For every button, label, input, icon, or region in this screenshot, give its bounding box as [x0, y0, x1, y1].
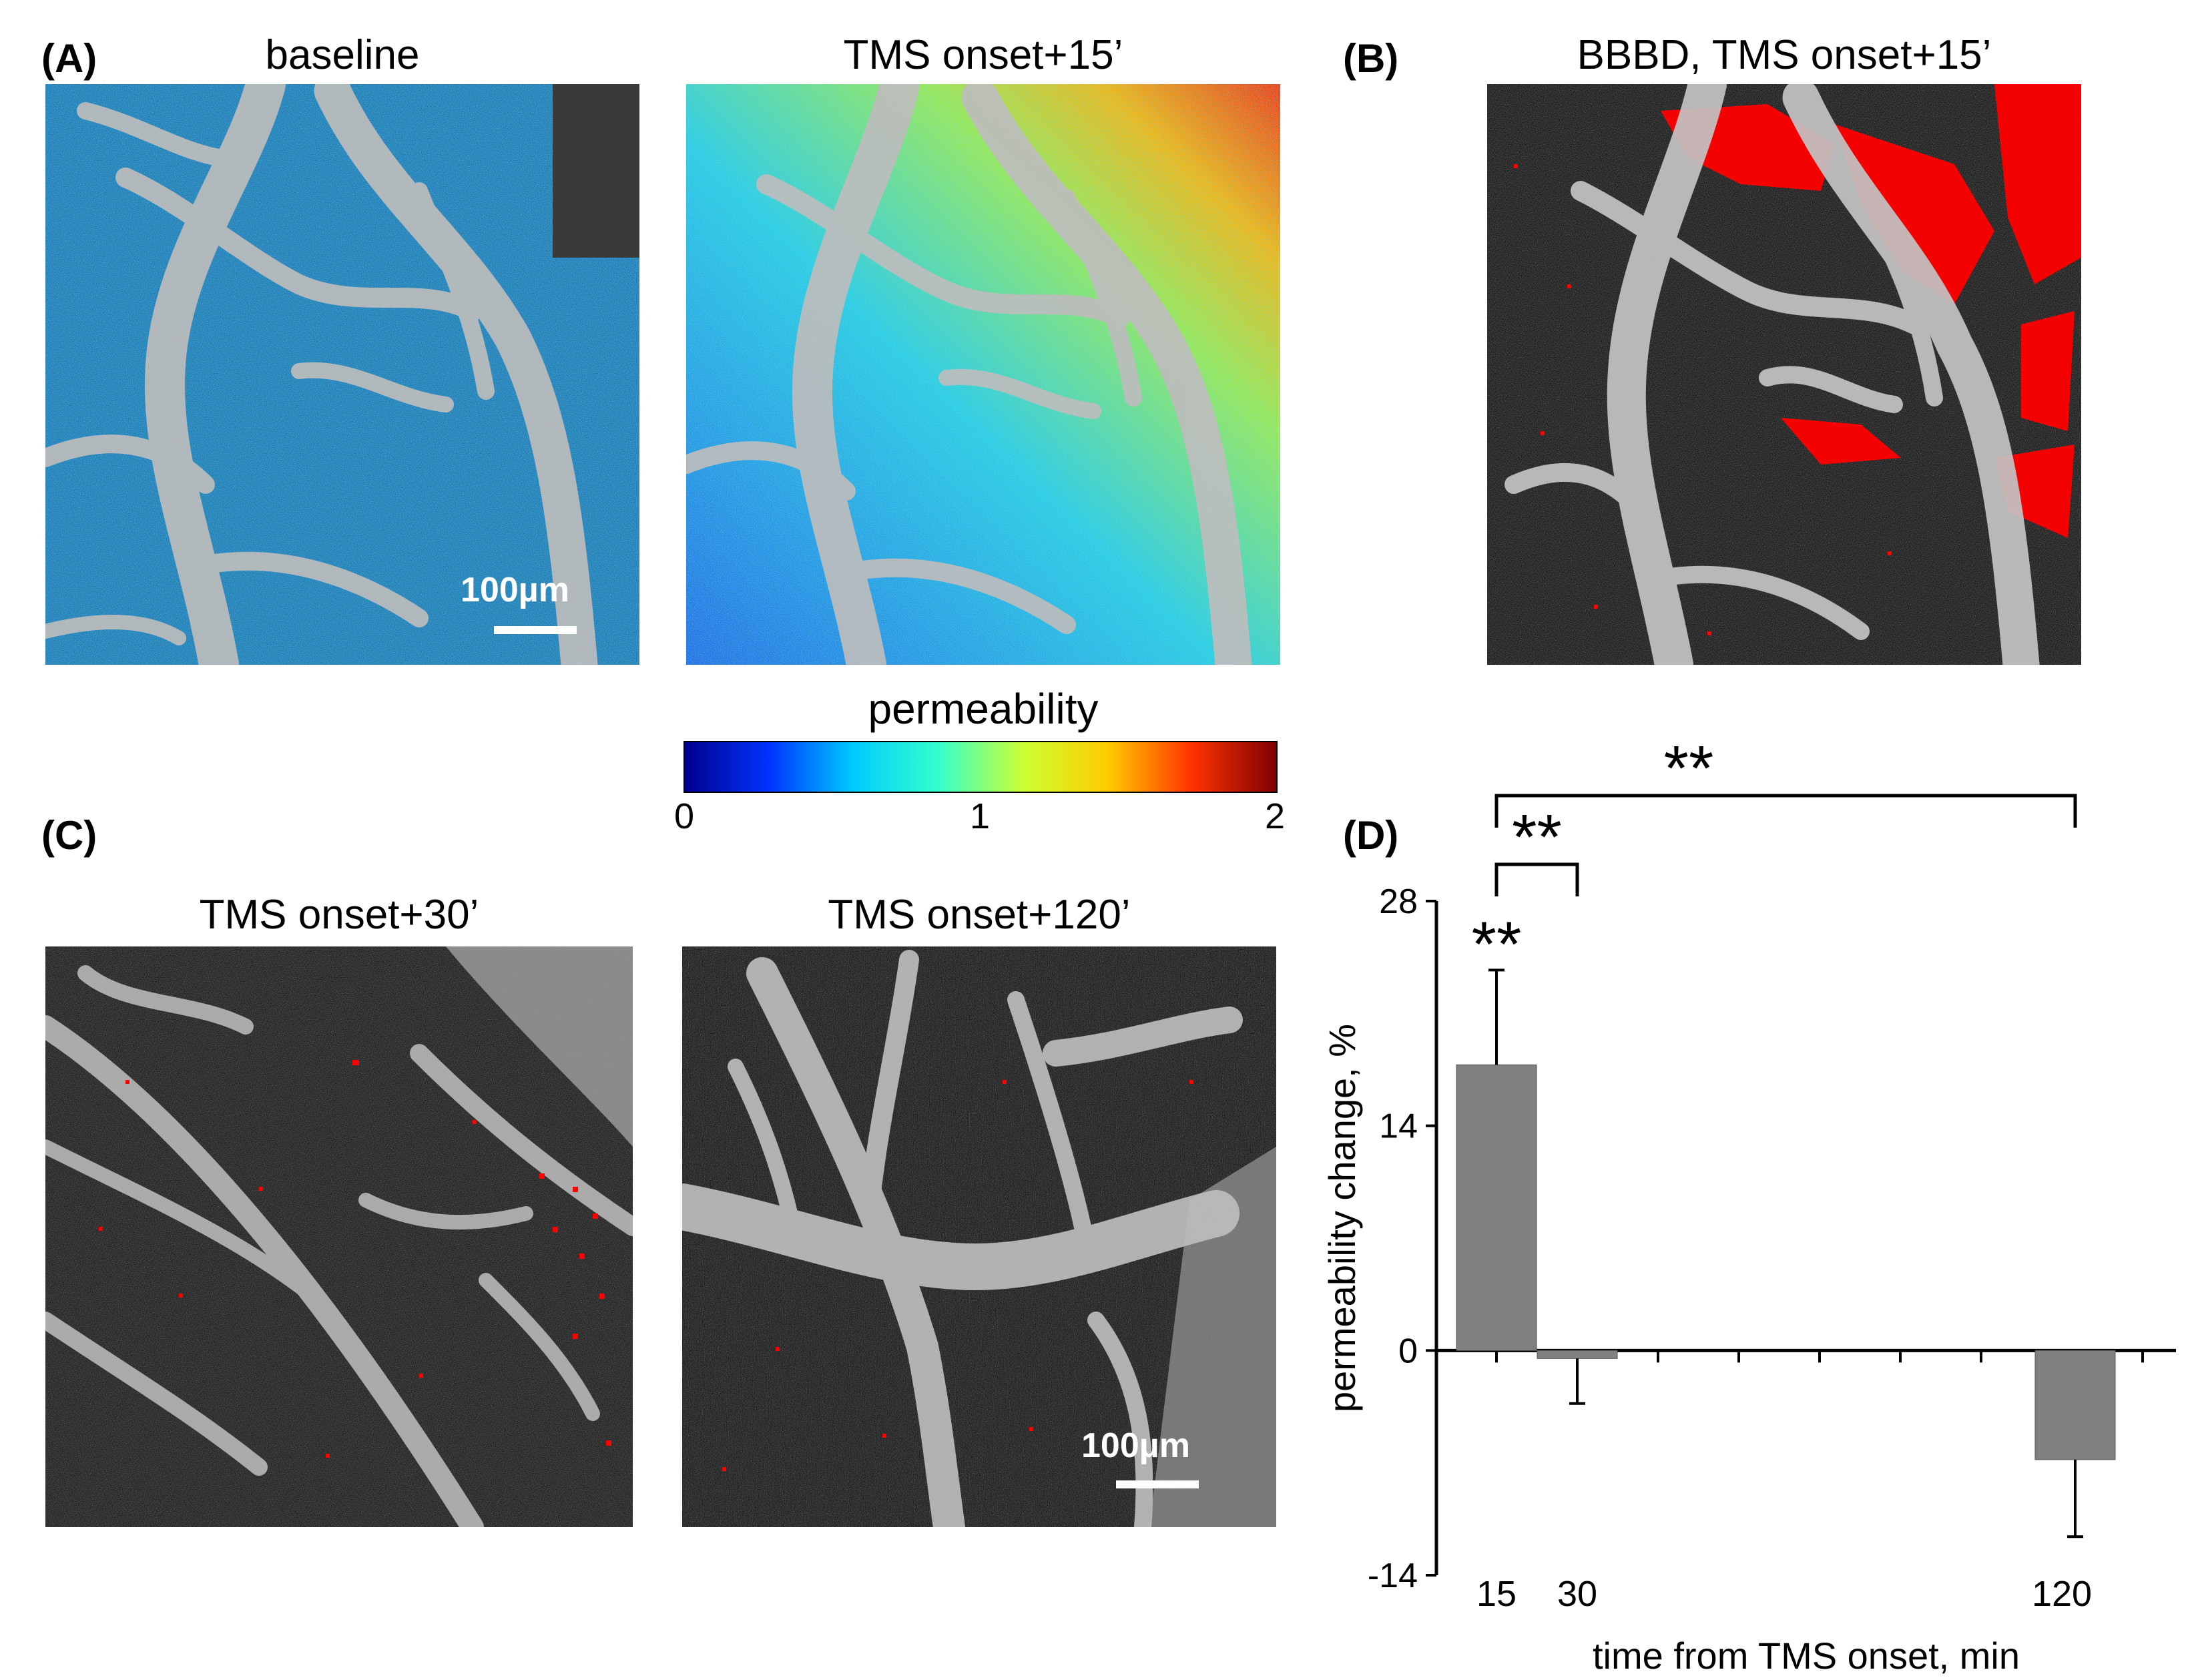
scalebar-c — [1116, 1480, 1199, 1488]
significance-label: ** — [1664, 734, 1714, 804]
image-title-bbbd: BBBD, TMS onset+15’ — [1577, 32, 1992, 78]
scalebar-a — [494, 626, 577, 634]
significance-bracket — [1494, 794, 2077, 828]
bar — [2034, 1350, 2116, 1460]
significance-bracket — [1494, 862, 1579, 896]
y-tick-label: 28 — [1379, 882, 1418, 921]
panel-label-c: (C) — [41, 813, 97, 858]
significance-label: ** — [1512, 802, 1562, 873]
x-tick-label: 30 — [1557, 1574, 1597, 1614]
colorbar-tick-1: 1 — [969, 796, 991, 836]
microscopy-image-tms-15 — [686, 84, 1280, 665]
y-tick-label: 14 — [1379, 1107, 1418, 1146]
y-tick-label: -14 — [1368, 1557, 1418, 1595]
x-tick-label: 15 — [1476, 1574, 1517, 1614]
microscopy-image-tms-30 — [45, 946, 633, 1527]
x-axis-label: time from TMS onset, min — [1593, 1635, 2020, 1677]
panel-label-a: (A) — [41, 36, 97, 81]
image-title-tms-120: TMS onset+120’ — [828, 892, 1131, 938]
y-tick-label: 0 — [1398, 1332, 1418, 1370]
y-axis-label: permeability change, % — [1321, 1024, 1363, 1412]
x-tick-label: 120 — [2032, 1574, 2092, 1614]
scalebar-label-a: 100µm — [461, 571, 569, 609]
colorbar-tick-2: 2 — [1264, 796, 1286, 836]
bar — [1456, 1064, 1537, 1351]
image-title-tms-15: TMS onset+15’ — [843, 32, 1123, 78]
microscopy-image-bbbd — [1487, 84, 2081, 665]
image-title-tms-30: TMS onset+30’ — [199, 892, 479, 938]
bar — [1537, 1350, 1618, 1359]
scalebar-label-c: 100µm — [1081, 1426, 1190, 1465]
colorbar-tick-0: 0 — [673, 796, 695, 836]
panel-label-b: (B) — [1343, 36, 1399, 81]
significance-marker: ** — [1472, 908, 1522, 980]
microscopy-image-tms-120 — [682, 946, 1276, 1527]
colorbar — [683, 741, 1278, 793]
bar-chart-permeability: -14 0 14 28 15 30 120 ** ** ** time from TMS onset… — [1321, 734, 2176, 1677]
microscopy-image-baseline — [45, 84, 639, 665]
colorbar-label: permeability — [868, 685, 1099, 733]
image-title-baseline: baseline — [265, 32, 420, 78]
panel-label-d: (D) — [1343, 813, 1399, 858]
